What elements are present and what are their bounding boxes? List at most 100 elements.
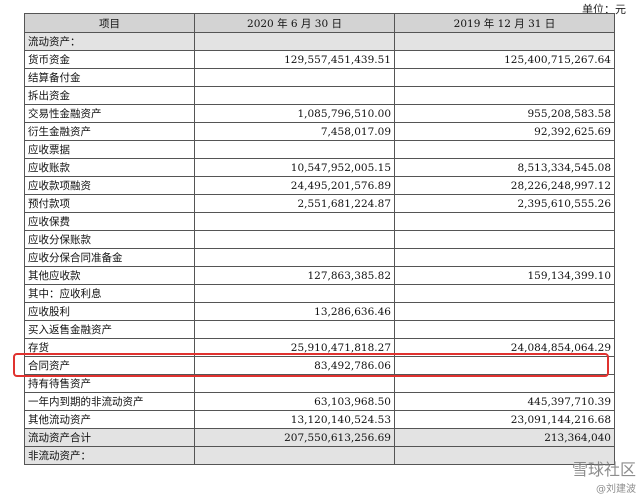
value-2020: 10,547,952,005.15 [194, 158, 395, 177]
value-2019: 2,395,610,555.26 [394, 194, 615, 213]
value-2020 [194, 86, 395, 105]
value-2019: 955,208,583.58 [394, 104, 615, 123]
watermark: 雪球社区 @刘建波 [572, 456, 636, 495]
watermark-author: @刘建波 [596, 484, 636, 495]
value-2020: 24,495,201,576.89 [194, 176, 395, 195]
value-2019 [394, 68, 615, 87]
table-row: 预付款项 2,551,681,224.87 2,395,610,555.26 [24, 194, 615, 213]
value-2020: 127,863,385.82 [194, 266, 395, 285]
value-2019 [394, 320, 615, 339]
value-2020: 13,286,636.46 [194, 302, 395, 321]
row-label: 应收股利 [24, 302, 195, 321]
table-row: 其他流动资产 13,120,140,524.53 23,091,144,216.… [24, 410, 615, 429]
header-2019-12-31: 2019 年 12 月 31 日 [394, 13, 615, 33]
value-2019: 125,400,715,267.64 [394, 50, 615, 69]
value-2019 [394, 374, 615, 393]
row-label: 衍生金融资产 [24, 122, 195, 141]
value-2020: 13,120,140,524.53 [194, 410, 395, 429]
row-label: 持有待售资产 [24, 374, 195, 393]
value-2019 [394, 212, 615, 231]
row-label: 交易性金融资产 [24, 104, 195, 123]
table-header-row: 项目 2020 年 6 月 30 日 2019 年 12 月 31 日 [24, 13, 615, 33]
row-label: 流动资产合计 [24, 428, 195, 447]
value-2020 [194, 320, 395, 339]
value-2019: 8,513,334,545.08 [394, 158, 615, 177]
watermark-community: 雪球社区 [571, 460, 636, 479]
value-2019 [394, 86, 615, 105]
row-label: 结算备付金 [24, 68, 195, 87]
value-2019 [394, 248, 615, 267]
header-2020-06-30: 2020 年 6 月 30 日 [194, 13, 395, 33]
table-row: 货币资金 129,557,451,439.51 125,400,715,267.… [24, 50, 615, 69]
balance-sheet-table: 项目 2020 年 6 月 30 日 2019 年 12 月 31 日 流动资产… [24, 13, 615, 465]
table-row: 应收票据 [24, 140, 615, 159]
value-2020: 25,910,471,818.27 [194, 338, 395, 357]
row-label: 其他流动资产 [24, 410, 195, 429]
row-label: 应收保费 [24, 212, 195, 231]
table-row: 应收股利 13,286,636.46 [24, 302, 615, 321]
table-row: 其中：应收利息 [24, 284, 615, 303]
value-2019 [394, 284, 615, 303]
table-row: 结算备付金 [24, 68, 615, 87]
row-label: 非流动资产： [24, 446, 195, 465]
value-2020 [194, 284, 395, 303]
row-label: 其中：应收利息 [24, 284, 195, 303]
table-row-total: 流动资产合计 207,550,613,256.69 213,364,040 [24, 428, 615, 447]
value-2019 [394, 230, 615, 249]
header-item: 项目 [24, 13, 195, 33]
table-row: 应收账款 10,547,952,005.15 8,513,334,545.08 [24, 158, 615, 177]
value-2019: 23,091,144,216.68 [394, 410, 615, 429]
table-row: 流动资产： [24, 32, 615, 51]
table-row: 非流动资产： [24, 446, 615, 465]
value-2020: 63,103,968.50 [194, 392, 395, 411]
value-2019 [394, 446, 615, 465]
value-2019: 92,392,625.69 [394, 122, 615, 141]
table-row: 一年内到期的非流动资产 63,103,968.50 445,397,710.39 [24, 392, 615, 411]
row-label: 其他应收款 [24, 266, 195, 285]
value-2019: 213,364,040 [394, 428, 615, 447]
value-2020 [194, 230, 395, 249]
table-row: 应收分保账款 [24, 230, 615, 249]
value-2020 [194, 248, 395, 267]
table-row: 衍生金融资产 7,458,017.09 92,392,625.69 [24, 122, 615, 141]
value-2020 [194, 32, 395, 51]
value-2020 [194, 140, 395, 159]
value-2019 [394, 302, 615, 321]
table-row: 应收分保合同准备金 [24, 248, 615, 267]
value-2020: 1,085,796,510.00 [194, 104, 395, 123]
table-row: 应收款项融资 24,495,201,576.89 28,226,248,997.… [24, 176, 615, 195]
value-2019 [394, 140, 615, 159]
row-label: 拆出资金 [24, 86, 195, 105]
value-2020: 7,458,017.09 [194, 122, 395, 141]
value-2019: 445,397,710.39 [394, 392, 615, 411]
table-row: 拆出资金 [24, 86, 615, 105]
row-label: 应收款项融资 [24, 176, 195, 195]
table-row: 其他应收款 127,863,385.82 159,134,399.10 [24, 266, 615, 285]
row-label: 应收票据 [24, 140, 195, 159]
value-2019: 28,226,248,997.12 [394, 176, 615, 195]
row-label: 应收分保账款 [24, 230, 195, 249]
value-2020 [194, 212, 395, 231]
value-2020 [194, 68, 395, 87]
value-2019 [394, 32, 615, 51]
table-row: 持有待售资产 [24, 374, 615, 393]
row-label: 一年内到期的非流动资产 [24, 392, 195, 411]
unit-label: 单位：元 [582, 3, 626, 16]
value-2020: 2,551,681,224.87 [194, 194, 395, 213]
table-row: 交易性金融资产 1,085,796,510.00 955,208,583.58 [24, 104, 615, 123]
value-2019: 159,134,399.10 [394, 266, 615, 285]
row-label: 应收分保合同准备金 [24, 248, 195, 267]
value-2020 [194, 446, 395, 465]
row-label: 应收账款 [24, 158, 195, 177]
table-row: 合同资产 83,492,786.06 [24, 356, 615, 375]
table-row: 买入返售金融资产 [24, 320, 615, 339]
inventory-highlight-box [13, 353, 609, 377]
table-row-inventory: 存货 25,910,471,818.27 24,084,854,064.29 [24, 338, 615, 357]
value-2020: 129,557,451,439.51 [194, 50, 395, 69]
value-2020: 207,550,613,256.69 [194, 428, 395, 447]
value-2020 [194, 374, 395, 393]
row-label: 预付款项 [24, 194, 195, 213]
row-label: 货币资金 [24, 50, 195, 69]
row-label: 买入返售金融资产 [24, 320, 195, 339]
row-label: 流动资产： [24, 32, 195, 51]
